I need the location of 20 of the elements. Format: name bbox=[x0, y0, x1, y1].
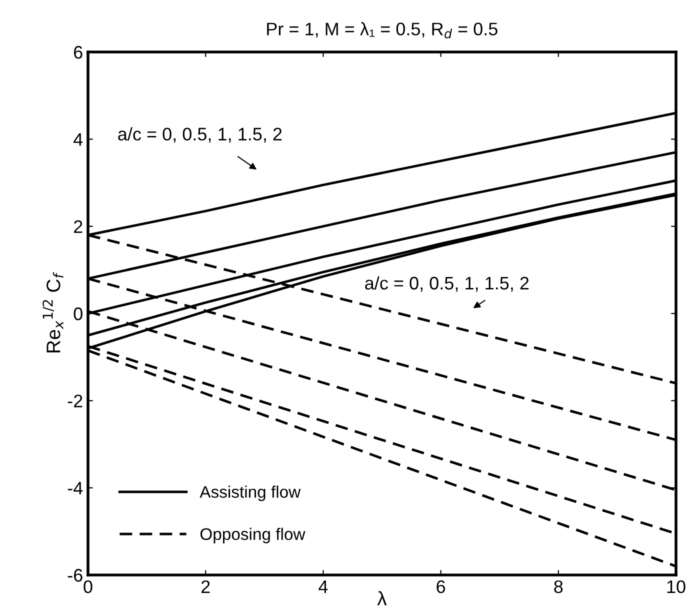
y-axis-title: Re$_{x}$$^{1/2}$ C$_{f}$ bbox=[42, 272, 64, 352]
legend-label: Assisting flow bbox=[200, 486, 301, 502]
y-tick-label: 4 bbox=[74, 133, 83, 146]
x-axis-title: λ bbox=[377, 591, 387, 606]
x-tick-label: 2 bbox=[201, 580, 210, 593]
x-tick-label: 6 bbox=[436, 580, 446, 594]
annotation: a/c = 0, 0.5, 1, 1.5, 2 bbox=[365, 276, 529, 292]
y-tick-label: -4 bbox=[68, 482, 83, 494]
y-tick-label: 6 bbox=[74, 46, 82, 59]
legend-label: Opposing flow bbox=[200, 528, 306, 544]
y-tick-label: 0 bbox=[74, 307, 82, 320]
x-tick-label: 4 bbox=[318, 580, 328, 593]
x-tick-label: 10 bbox=[667, 580, 686, 594]
y-tick-label: -2 bbox=[68, 394, 82, 408]
chart-title: Pr = 1, M = λ₁ = 0.5, R$_{d}$ = 0.5 bbox=[267, 22, 498, 38]
x-tick-label: 8 bbox=[554, 580, 563, 594]
annotation: a/c = 0, 0.5, 1, 1.5, 2 bbox=[118, 127, 282, 143]
x-tick-label: 0 bbox=[84, 580, 92, 594]
y-tick-label: -6 bbox=[68, 568, 82, 582]
y-tick-label: 2 bbox=[74, 220, 82, 233]
